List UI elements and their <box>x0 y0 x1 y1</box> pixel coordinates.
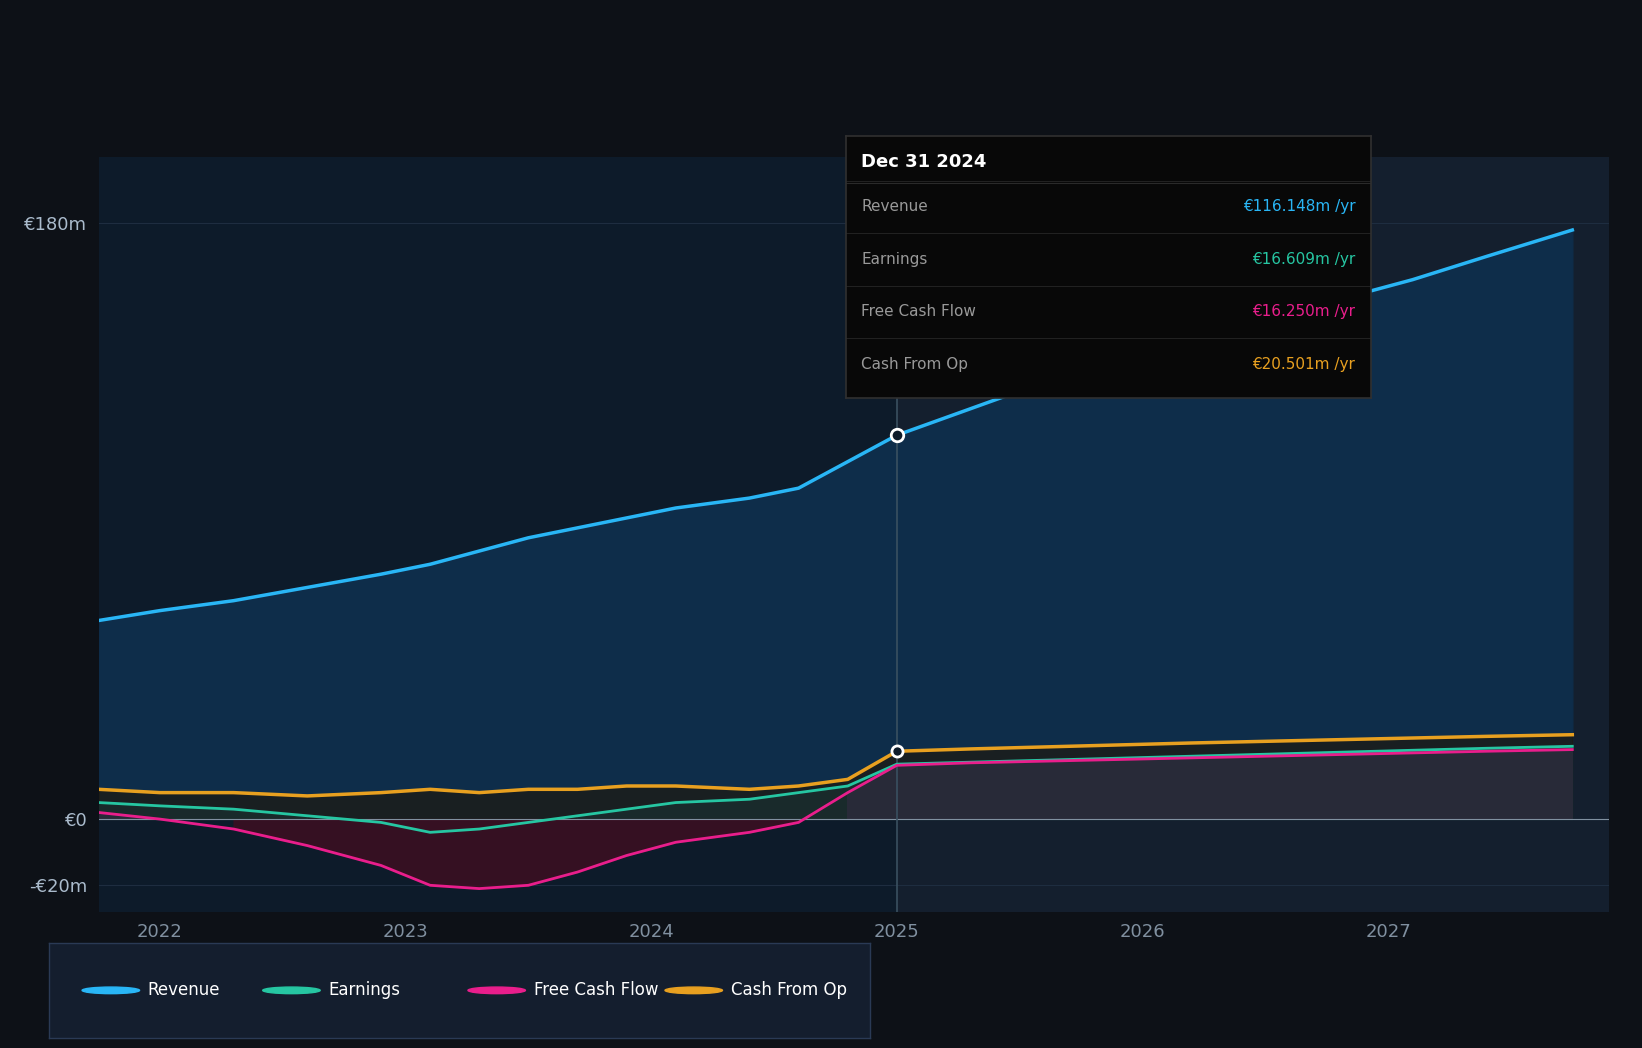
Circle shape <box>263 987 320 994</box>
Text: Earnings: Earnings <box>862 252 928 267</box>
Text: Dec 31 2024: Dec 31 2024 <box>862 153 987 172</box>
Text: Revenue: Revenue <box>862 199 928 215</box>
Text: €16.609m /yr: €16.609m /yr <box>1253 252 1355 267</box>
Text: €116.148m /yr: €116.148m /yr <box>1243 199 1355 215</box>
Text: Analysts Forecasts: Analysts Forecasts <box>910 281 1064 299</box>
Text: Cash From Op: Cash From Op <box>862 356 969 372</box>
Text: €20.501m /yr: €20.501m /yr <box>1253 356 1355 372</box>
Circle shape <box>82 987 140 994</box>
Text: Cash From Op: Cash From Op <box>731 981 847 1000</box>
Bar <box>897 157 1642 912</box>
Text: €16.250m /yr: €16.250m /yr <box>1253 304 1355 320</box>
Text: Free Cash Flow: Free Cash Flow <box>862 304 977 320</box>
Text: Earnings: Earnings <box>328 981 401 1000</box>
Circle shape <box>468 987 525 994</box>
Text: Free Cash Flow: Free Cash Flow <box>534 981 658 1000</box>
Text: Revenue: Revenue <box>148 981 220 1000</box>
Text: Past: Past <box>849 281 890 299</box>
Circle shape <box>665 987 722 994</box>
